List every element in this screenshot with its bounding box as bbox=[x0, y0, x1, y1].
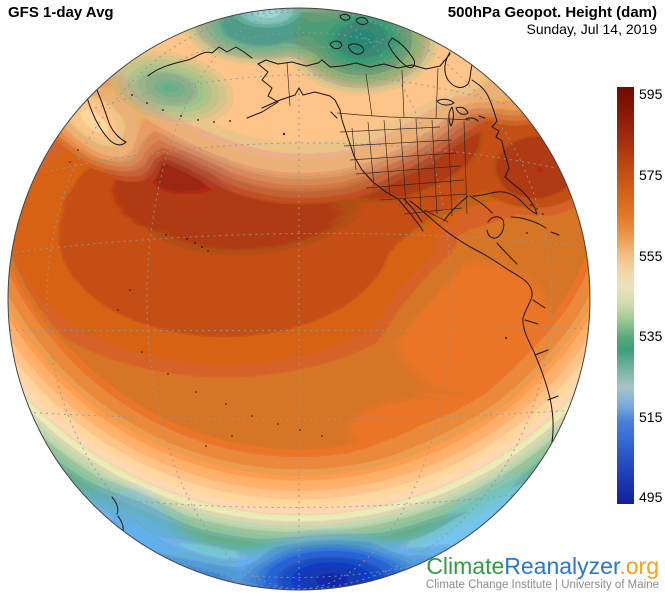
colorbar-tick: 555 bbox=[639, 248, 663, 264]
colorbar-tick: 495 bbox=[639, 489, 663, 505]
colorbar bbox=[617, 87, 634, 504]
climate-reanalyzer-logo[interactable]: ClimateReanalyzer.org bbox=[426, 554, 659, 578]
island-dots bbox=[69, 94, 544, 447]
map-header: 500hPa Geopot. Height (dam) Sunday, Jul … bbox=[448, 4, 657, 38]
logo-climate[interactable]: Climate bbox=[426, 553, 505, 579]
branding-subtitle: Climate Change Institute | University of… bbox=[425, 579, 659, 591]
globe-limb bbox=[7, 7, 591, 591]
coastlines bbox=[85, 9, 560, 547]
colorbar-tick: 535 bbox=[639, 328, 663, 344]
map-date: Sunday, Jul 14, 2019 bbox=[526, 21, 657, 37]
logo-org[interactable]: .org bbox=[619, 553, 659, 579]
model-label: GFS 1-day Avg bbox=[8, 4, 114, 21]
logo-reanalyzer[interactable]: Reanalyzer bbox=[504, 553, 620, 579]
colorbar-tick: 575 bbox=[639, 167, 663, 183]
state-borders bbox=[286, 61, 471, 223]
map-title: 500hPa Geopot. Height (dam) bbox=[447, 4, 657, 21]
branding: ClimateReanalyzer.org Climate Change Ins… bbox=[426, 554, 659, 591]
colorbar-tick: 595 bbox=[639, 86, 663, 102]
colorbar-tick: 515 bbox=[639, 409, 663, 425]
graticule bbox=[9, 8, 589, 590]
globe-fill-layers bbox=[8, 8, 590, 590]
